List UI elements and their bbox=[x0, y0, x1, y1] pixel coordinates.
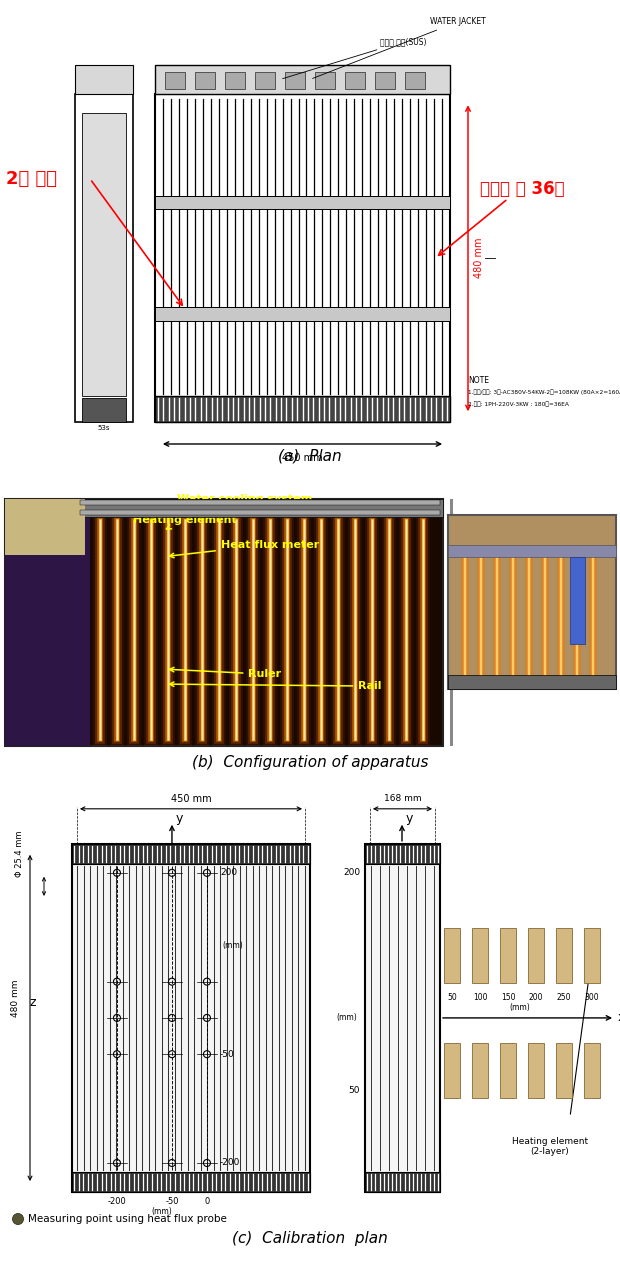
Text: 100: 100 bbox=[472, 993, 487, 1001]
Bar bbox=[528, 1042, 544, 1097]
Text: 1.전압/용량: 3상-AC380V-54KW-2본=108KW (80A×2=160A): 1.전압/용량: 3상-AC380V-54KW-2본=108KW (80A×2=… bbox=[468, 390, 620, 395]
Bar bbox=[155, 64, 450, 95]
Text: (mm): (mm) bbox=[336, 1013, 357, 1022]
Bar bbox=[255, 72, 275, 90]
Text: 250: 250 bbox=[557, 993, 571, 1001]
Bar bbox=[82, 398, 126, 422]
Text: Heating element: Heating element bbox=[133, 514, 237, 530]
Text: 2열 배열: 2열 배열 bbox=[6, 170, 58, 188]
Bar bbox=[584, 927, 600, 982]
Bar bbox=[75, 64, 133, 95]
Text: WATER JACKET: WATER JACKET bbox=[312, 18, 485, 78]
Bar bbox=[500, 1042, 516, 1097]
Text: -50: -50 bbox=[165, 1197, 179, 1206]
Bar bbox=[448, 545, 616, 556]
Bar bbox=[556, 1042, 572, 1097]
Bar bbox=[472, 927, 488, 982]
Bar bbox=[72, 844, 310, 1192]
Bar bbox=[5, 499, 443, 517]
Text: (mm): (mm) bbox=[510, 1003, 530, 1012]
Bar bbox=[500, 927, 516, 982]
Bar bbox=[195, 72, 215, 90]
Bar bbox=[365, 844, 440, 863]
Bar bbox=[72, 1172, 310, 1192]
Text: 0: 0 bbox=[205, 1197, 210, 1206]
Text: Heat flux meter: Heat flux meter bbox=[169, 540, 319, 558]
Bar bbox=[444, 1042, 460, 1097]
Text: -200: -200 bbox=[220, 1159, 241, 1168]
Bar bbox=[80, 500, 440, 505]
Bar bbox=[80, 510, 440, 514]
Bar bbox=[75, 95, 133, 422]
Bar bbox=[450, 499, 453, 746]
Bar bbox=[528, 927, 544, 982]
Bar bbox=[165, 72, 185, 90]
Bar bbox=[365, 844, 440, 1192]
Text: 2.히터: 1PH-220V-3KW : 180개=36EA: 2.히터: 1PH-220V-3KW : 180개=36EA bbox=[468, 402, 569, 407]
Bar bbox=[345, 72, 365, 90]
Text: 반사형 코팅(SUS): 반사형 코팅(SUS) bbox=[283, 37, 427, 78]
Text: z: z bbox=[30, 996, 37, 1009]
Bar bbox=[72, 844, 310, 863]
Bar bbox=[5, 499, 85, 555]
Text: Φ 25.4 mm: Φ 25.4 mm bbox=[16, 830, 25, 877]
Text: 168 mm: 168 mm bbox=[384, 794, 422, 803]
Text: Rail: Rail bbox=[169, 682, 382, 691]
Text: (b)  Configuration of apparatus: (b) Configuration of apparatus bbox=[192, 756, 428, 770]
Text: (a)  Plan: (a) Plan bbox=[278, 449, 342, 463]
Text: (c)  Calibration  plan: (c) Calibration plan bbox=[232, 1230, 388, 1246]
Bar bbox=[405, 72, 425, 90]
Text: 480 mm: 480 mm bbox=[474, 238, 484, 279]
Bar bbox=[375, 72, 395, 90]
Bar bbox=[365, 1172, 440, 1192]
Bar bbox=[155, 396, 450, 422]
Text: -200: -200 bbox=[108, 1197, 126, 1206]
Bar bbox=[444, 927, 460, 982]
Bar bbox=[285, 72, 305, 90]
Text: Water cooling system: Water cooling system bbox=[169, 494, 312, 510]
Bar bbox=[472, 1042, 488, 1097]
Bar bbox=[315, 72, 335, 90]
Text: (mm): (mm) bbox=[222, 941, 242, 950]
Text: 300: 300 bbox=[585, 993, 600, 1001]
Bar bbox=[155, 95, 450, 422]
Text: 480 mm: 480 mm bbox=[11, 980, 19, 1017]
Text: (mm): (mm) bbox=[151, 1207, 172, 1216]
Bar bbox=[556, 927, 572, 982]
Text: 50: 50 bbox=[348, 1086, 360, 1095]
Bar bbox=[155, 196, 450, 210]
Bar bbox=[82, 114, 126, 396]
Bar bbox=[448, 675, 616, 689]
Bar bbox=[584, 1042, 600, 1097]
Text: 200: 200 bbox=[220, 868, 237, 877]
Text: 150: 150 bbox=[501, 993, 515, 1001]
Bar bbox=[570, 556, 585, 645]
Text: 200: 200 bbox=[343, 868, 360, 877]
Text: y: y bbox=[406, 812, 414, 825]
Text: 53s: 53s bbox=[98, 425, 110, 431]
Text: 200: 200 bbox=[529, 993, 543, 1001]
Circle shape bbox=[12, 1214, 24, 1224]
Text: y: y bbox=[176, 812, 184, 825]
Bar bbox=[225, 72, 245, 90]
Text: 450 mm: 450 mm bbox=[170, 794, 211, 803]
Text: x: x bbox=[618, 1012, 620, 1024]
Bar bbox=[448, 514, 616, 689]
Text: Heating element
(2-layer): Heating element (2-layer) bbox=[512, 1137, 588, 1156]
Text: 발열체 총 36개: 발열체 총 36개 bbox=[480, 180, 564, 198]
Text: Measuring point using heat flux probe: Measuring point using heat flux probe bbox=[28, 1214, 227, 1224]
Bar bbox=[155, 307, 450, 321]
Text: -50: -50 bbox=[220, 1050, 235, 1059]
Bar bbox=[5, 499, 90, 746]
Text: 450 mm: 450 mm bbox=[282, 453, 323, 463]
Text: NOTE: NOTE bbox=[468, 376, 489, 385]
Bar bbox=[5, 499, 443, 746]
Text: Ruler: Ruler bbox=[169, 668, 281, 679]
Text: 50: 50 bbox=[447, 993, 457, 1001]
